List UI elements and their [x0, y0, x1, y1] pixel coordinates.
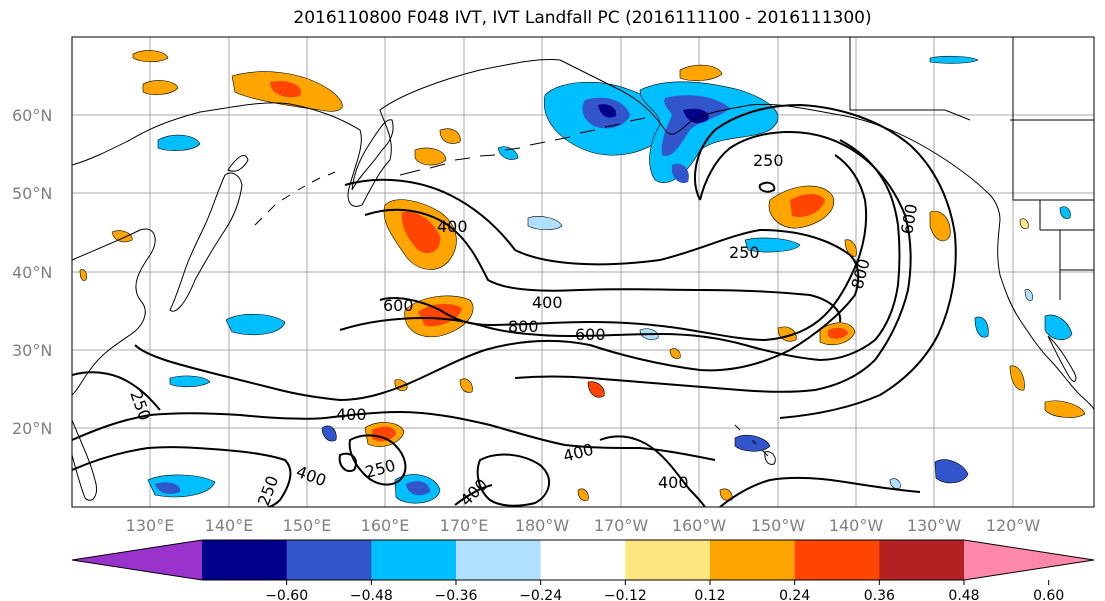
colorbar-tick-label: −0.36	[435, 588, 478, 601]
colorbar-segment	[879, 540, 965, 580]
positive-anomaly-patches	[79, 50, 1086, 501]
contour-label: 400	[658, 473, 689, 492]
colorbar-tick-label: 0.12	[694, 588, 725, 601]
longitude-labels: 130°E 140°E 150°E 160°E 170°E 180°W 170°…	[126, 516, 1041, 535]
contour-label: 600	[383, 296, 414, 315]
lon-label: 130°E	[126, 516, 175, 535]
lon-label: 180°W	[515, 516, 570, 535]
lon-label: 170°E	[440, 516, 489, 535]
colorbar-tick-label: 0.36	[864, 588, 895, 601]
colorbar-segment	[794, 540, 880, 580]
lon-label: 170°W	[594, 516, 649, 535]
colorbar-tick-label: −0.12	[604, 588, 647, 601]
contour-label: 400	[336, 405, 367, 424]
lon-label: 140°W	[829, 516, 884, 535]
contour-label: 250	[729, 243, 760, 262]
lon-label: 160°W	[672, 516, 727, 535]
colorbar-tick-label: 0.48	[948, 588, 979, 601]
lon-label: 120°W	[986, 516, 1041, 535]
lat-label: 60°N	[12, 106, 52, 125]
ivt-contours	[72, 103, 957, 507]
lat-label: 20°N	[12, 419, 52, 438]
lat-label: 30°N	[12, 341, 52, 360]
contour-label: 250	[753, 151, 784, 170]
lon-label: 140°E	[205, 516, 254, 535]
coastlines	[72, 37, 1094, 501]
colorbar-segment	[72, 540, 202, 580]
colorbar-tick-label: −0.24	[519, 588, 562, 601]
colorbar-segment	[540, 540, 626, 580]
colorbar-tick-label: −0.60	[265, 588, 308, 601]
colorbar-tick-label: 0.24	[779, 588, 810, 601]
colorbar-outline	[71, 539, 1095, 581]
contour-label: 400	[532, 293, 563, 312]
colorbar-tick-label: −0.48	[350, 588, 393, 601]
colorbar-segment	[456, 540, 542, 580]
colorbar-segment	[710, 540, 796, 580]
colorbar-segment	[286, 540, 372, 580]
lat-label: 40°N	[12, 263, 52, 282]
colorbar-segment	[964, 540, 1094, 580]
colorbar-segment	[202, 540, 288, 580]
contour-label: 400	[437, 217, 468, 236]
map-title: 2016110800 F048 IVT, IVT Landfall PC (20…	[293, 8, 872, 28]
map-frame	[71, 36, 1095, 508]
lon-label: 160°E	[361, 516, 410, 535]
contour-label: 800	[508, 317, 539, 336]
negative-anomaly-patches	[147, 55, 1073, 504]
lon-label: 150°E	[283, 516, 332, 535]
lat-label: 50°N	[12, 184, 52, 203]
colorbar-segment	[371, 540, 457, 580]
latitude-labels: 60°N 50°N 40°N 30°N 20°N	[12, 106, 52, 438]
colorbar-segment	[625, 540, 711, 580]
lon-label: 130°W	[907, 516, 962, 535]
colorbar: −0.60 −0.48 −0.36 −0.24 −0.12 0.12 0.24 0.36 0.4…	[71, 539, 1095, 601]
colorbar-tick-label: 0.60	[1033, 588, 1064, 601]
contour-label: 600	[575, 325, 606, 344]
lon-label: 150°W	[751, 516, 806, 535]
